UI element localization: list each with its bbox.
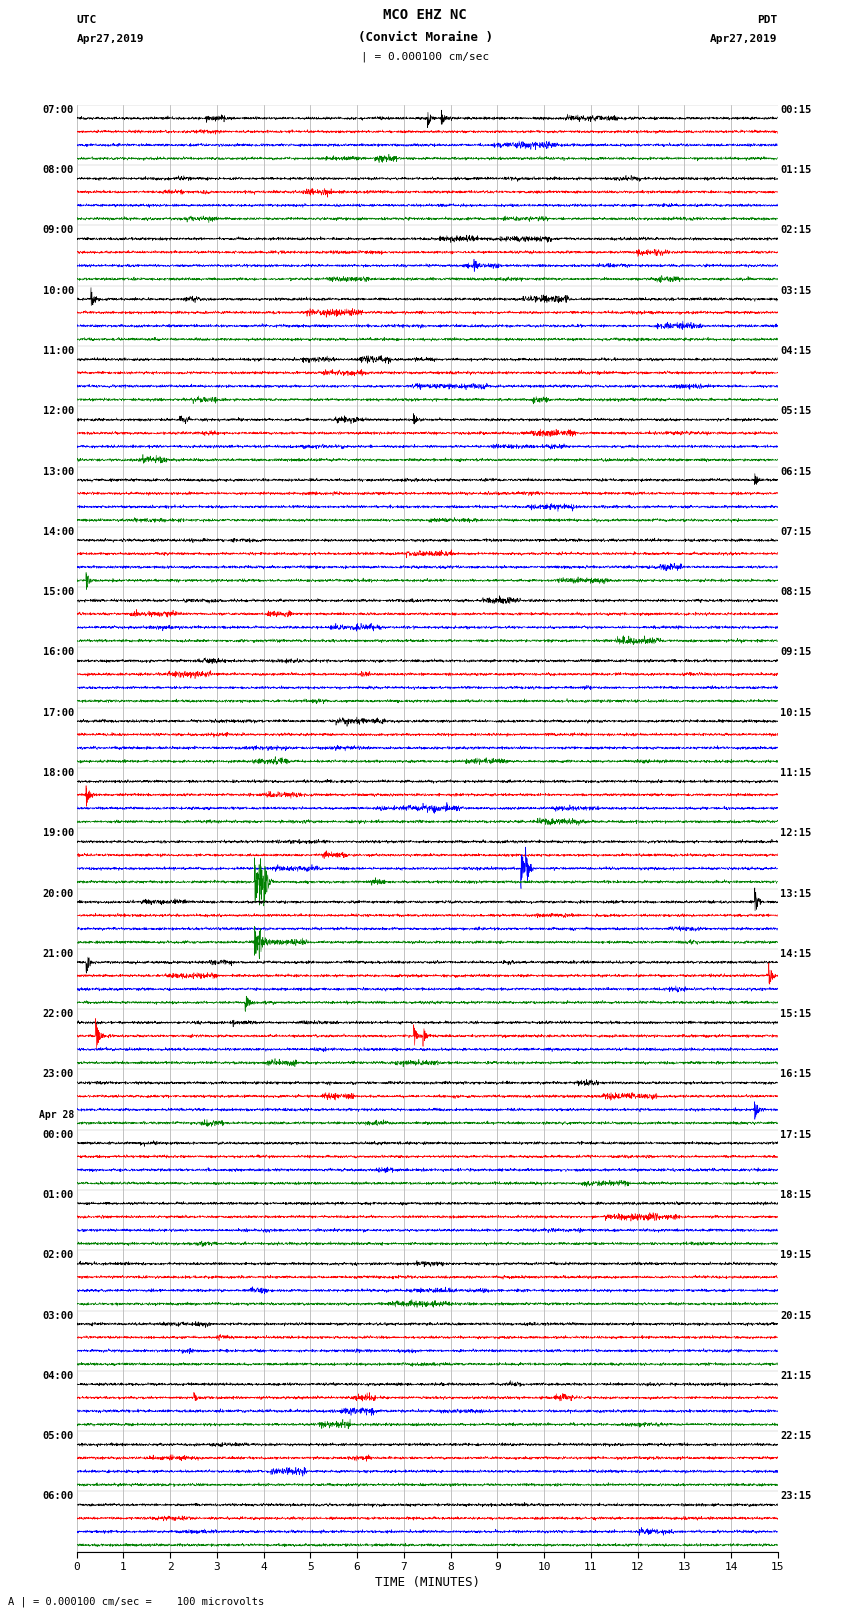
Text: 16:00: 16:00	[42, 647, 74, 658]
Text: | = 0.000100 cm/sec: | = 0.000100 cm/sec	[361, 52, 489, 63]
Text: 07:00: 07:00	[42, 105, 74, 115]
Text: 07:15: 07:15	[780, 527, 812, 537]
Text: 17:15: 17:15	[780, 1129, 812, 1140]
Text: 13:15: 13:15	[780, 889, 812, 898]
Text: 22:00: 22:00	[42, 1010, 74, 1019]
Text: Apr27,2019: Apr27,2019	[76, 34, 144, 44]
Text: 11:15: 11:15	[780, 768, 812, 777]
Text: 03:00: 03:00	[42, 1310, 74, 1321]
Text: 00:00: 00:00	[42, 1129, 74, 1140]
Text: 19:15: 19:15	[780, 1250, 812, 1260]
Text: 00:15: 00:15	[780, 105, 812, 115]
X-axis label: TIME (MINUTES): TIME (MINUTES)	[375, 1576, 479, 1589]
Text: Apr 28: Apr 28	[39, 1110, 74, 1119]
Text: 10:15: 10:15	[780, 708, 812, 718]
Text: A | = 0.000100 cm/sec =    100 microvolts: A | = 0.000100 cm/sec = 100 microvolts	[8, 1595, 264, 1607]
Text: 06:15: 06:15	[780, 466, 812, 476]
Text: 18:15: 18:15	[780, 1190, 812, 1200]
Text: 05:15: 05:15	[780, 406, 812, 416]
Text: 09:15: 09:15	[780, 647, 812, 658]
Text: 03:15: 03:15	[780, 286, 812, 295]
Text: 11:00: 11:00	[42, 347, 74, 356]
Text: 04:00: 04:00	[42, 1371, 74, 1381]
Text: 15:00: 15:00	[42, 587, 74, 597]
Text: (Convict Moraine ): (Convict Moraine )	[358, 31, 492, 44]
Text: 14:00: 14:00	[42, 527, 74, 537]
Text: 15:15: 15:15	[780, 1010, 812, 1019]
Text: 12:00: 12:00	[42, 406, 74, 416]
Text: 08:00: 08:00	[42, 165, 74, 176]
Text: 01:00: 01:00	[42, 1190, 74, 1200]
Text: 02:15: 02:15	[780, 226, 812, 235]
Text: 22:15: 22:15	[780, 1431, 812, 1440]
Text: 12:15: 12:15	[780, 829, 812, 839]
Text: 17:00: 17:00	[42, 708, 74, 718]
Text: 08:15: 08:15	[780, 587, 812, 597]
Text: Apr27,2019: Apr27,2019	[711, 34, 778, 44]
Text: 09:00: 09:00	[42, 226, 74, 235]
Text: 13:00: 13:00	[42, 466, 74, 476]
Text: 05:00: 05:00	[42, 1431, 74, 1440]
Text: 18:00: 18:00	[42, 768, 74, 777]
Text: 04:15: 04:15	[780, 347, 812, 356]
Text: 23:00: 23:00	[42, 1069, 74, 1079]
Text: 20:15: 20:15	[780, 1310, 812, 1321]
Text: 19:00: 19:00	[42, 829, 74, 839]
Text: 10:00: 10:00	[42, 286, 74, 295]
Text: 21:15: 21:15	[780, 1371, 812, 1381]
Text: 01:15: 01:15	[780, 165, 812, 176]
Text: UTC: UTC	[76, 15, 97, 24]
Text: 06:00: 06:00	[42, 1492, 74, 1502]
Text: 14:15: 14:15	[780, 948, 812, 958]
Text: MCO EHZ NC: MCO EHZ NC	[383, 8, 467, 23]
Text: 16:15: 16:15	[780, 1069, 812, 1079]
Text: 23:15: 23:15	[780, 1492, 812, 1502]
Text: 21:00: 21:00	[42, 948, 74, 958]
Text: PDT: PDT	[757, 15, 778, 24]
Text: 20:00: 20:00	[42, 889, 74, 898]
Text: 02:00: 02:00	[42, 1250, 74, 1260]
